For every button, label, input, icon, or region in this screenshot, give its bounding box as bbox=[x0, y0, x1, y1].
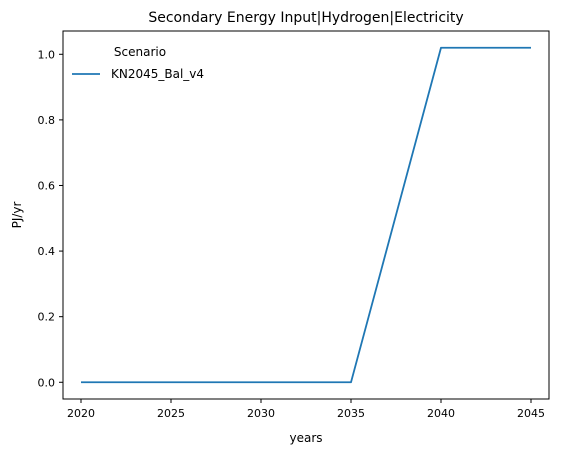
x-axis-label: years bbox=[289, 431, 322, 445]
y-tick-label: 0.4 bbox=[38, 245, 56, 258]
series-line bbox=[81, 46, 531, 384]
y-axis: 0.0 0.2 0.4 0.6 0.8 1.0 bbox=[38, 48, 63, 389]
x-tick-label: 2040 bbox=[427, 407, 455, 420]
legend: Scenario KN2045_Bal_v4 bbox=[72, 45, 204, 81]
x-tick-label: 2030 bbox=[247, 407, 275, 420]
y-tick-label: 1.0 bbox=[38, 48, 56, 61]
y-tick-label: 0.0 bbox=[38, 376, 56, 389]
y-axis-label: PJ/yr bbox=[10, 202, 24, 229]
series-layer bbox=[81, 46, 531, 384]
x-axis: 2020 2025 2030 2035 2040 2045 bbox=[67, 399, 545, 420]
x-tick-label: 2035 bbox=[337, 407, 365, 420]
y-tick-label: 0.6 bbox=[38, 179, 56, 192]
x-tick-label: 2045 bbox=[517, 407, 545, 420]
legend-entry-label: KN2045_Bal_v4 bbox=[111, 67, 204, 81]
plot-frame bbox=[62, 30, 550, 400]
y-tick-label: 0.8 bbox=[38, 114, 56, 127]
x-tick-label: 2020 bbox=[67, 407, 95, 420]
x-tick-label: 2025 bbox=[157, 407, 185, 420]
chart-title: Secondary Energy Input|Hydrogen|Electric… bbox=[148, 10, 463, 26]
y-tick-label: 0.2 bbox=[38, 311, 56, 324]
plot-area bbox=[62, 30, 550, 400]
legend-title: Scenario bbox=[114, 45, 166, 59]
